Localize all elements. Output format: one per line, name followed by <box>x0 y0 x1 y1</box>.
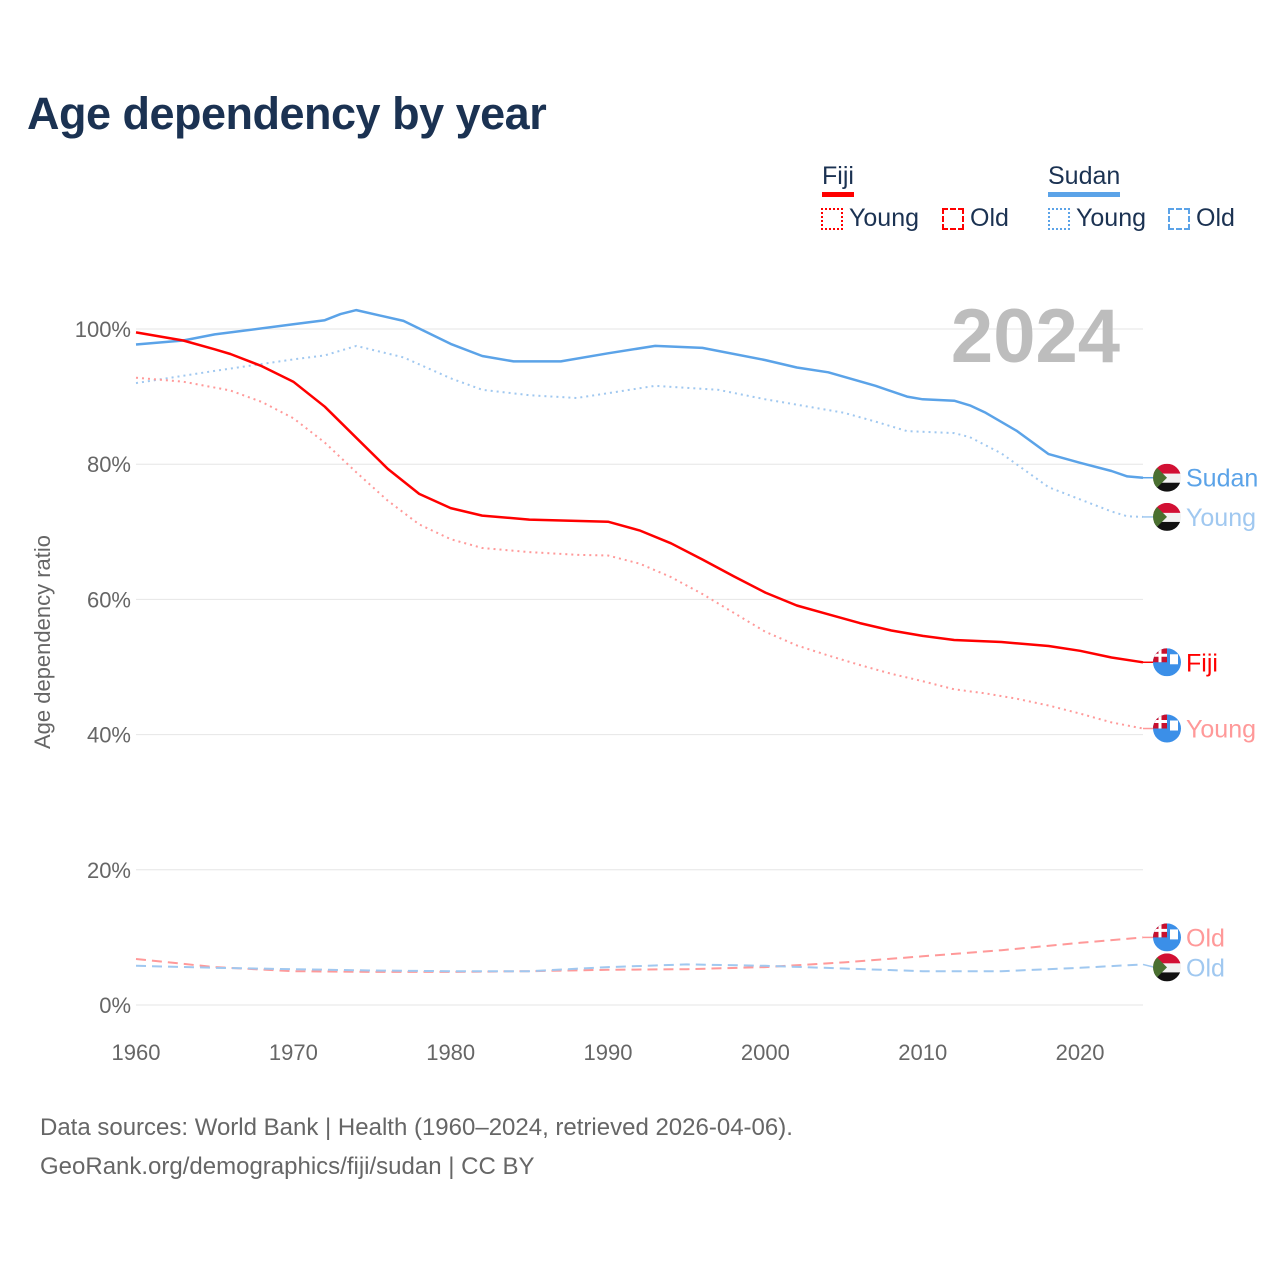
dashed-swatch-icon <box>942 207 964 230</box>
y-tick-label: 80% <box>87 452 131 477</box>
flag-stripe <box>1153 482 1181 492</box>
y-axis-label: Age dependency ratio <box>30 535 55 749</box>
legend-label: Young <box>849 204 919 232</box>
footer: Data sources: World Bank | Health (1960–… <box>40 1108 793 1186</box>
union-cross <box>1153 648 1167 663</box>
fiji-flag-icon <box>1153 714 1181 743</box>
dashed-swatch-icon <box>1168 207 1190 230</box>
legend-fiji-old[interactable]: Old <box>942 204 1009 233</box>
flag-body <box>1153 714 1181 743</box>
flag-stripe <box>1153 512 1181 522</box>
flag-triangle <box>1153 463 1167 492</box>
series-line-fiji-young <box>135 376 1144 730</box>
flag-stripe <box>1153 473 1181 483</box>
end-label: Old <box>1186 924 1225 952</box>
flag-stripe <box>1153 972 1181 982</box>
end-label: Old <box>1186 954 1225 982</box>
flag-stripe <box>1153 953 1181 964</box>
dotted-swatch-icon <box>1048 207 1070 230</box>
y-tick-label: 40% <box>87 723 131 748</box>
flag-stripe <box>1153 502 1181 513</box>
year-label: 2024 <box>951 294 1120 379</box>
legend-label: Young <box>1076 204 1146 232</box>
x-tick-label: 1960 <box>112 1040 161 1065</box>
sudan-flag-icon <box>1153 953 1181 982</box>
legend-fiji-label: Fiji <box>822 162 854 190</box>
flag-shield <box>1170 654 1178 665</box>
union-cross <box>1153 714 1167 729</box>
legend-sudan-label: Sudan <box>1048 162 1121 190</box>
x-tick-label: 1990 <box>584 1040 633 1065</box>
flag-shield <box>1170 929 1178 940</box>
x-tick-label: 2020 <box>1056 1040 1105 1065</box>
x-tick-label: 1970 <box>269 1040 318 1065</box>
end-label: Young <box>1186 716 1256 744</box>
dotted-swatch-icon <box>821 207 843 230</box>
flag-body <box>1153 502 1181 531</box>
sudan-flag-icon <box>1153 502 1181 531</box>
flag-triangle <box>1153 502 1167 531</box>
y-tick-label: 100% <box>75 317 131 342</box>
legend-sudan-young[interactable]: Young <box>1048 204 1146 233</box>
y-tick-label: 0% <box>99 993 131 1018</box>
attribution-link[interactable]: GeoRank.org/demographics/fiji/sudan | CC… <box>40 1153 535 1180</box>
fiji-flag-icon <box>1153 648 1181 677</box>
x-tick-label: 2010 <box>898 1040 947 1065</box>
legend-label: Old <box>970 204 1009 232</box>
legend-sudan-swatch <box>1048 192 1121 197</box>
label-connector <box>1142 963 1156 969</box>
y-tick-label: 60% <box>87 587 131 612</box>
x-tick-label: 1980 <box>426 1040 475 1065</box>
end-label: Young <box>1186 504 1256 532</box>
legend-sudan[interactable]: Sudan <box>1048 162 1121 197</box>
flag-body <box>1153 953 1181 982</box>
series-line-fiji <box>135 331 1144 664</box>
flag-stripe <box>1153 521 1181 531</box>
flag-body <box>1153 923 1181 952</box>
chart-title: Age dependency by year <box>27 88 547 139</box>
end-label: Fiji <box>1186 649 1218 677</box>
legend-label: Old <box>1196 204 1235 232</box>
flag-body <box>1153 648 1181 677</box>
flag-stripe <box>1153 463 1181 474</box>
legend-fiji-young[interactable]: Young <box>821 204 919 233</box>
x-tick-label: 2000 <box>741 1040 790 1065</box>
flag-body <box>1153 463 1181 492</box>
sudan-flag-icon <box>1153 463 1181 492</box>
y-tick-label: 20% <box>87 858 131 883</box>
union-cross <box>1153 923 1167 938</box>
series-line-sudan <box>135 308 1144 479</box>
series-line-fiji-old <box>135 936 1144 973</box>
data-source: Data sources: World Bank | Health (1960–… <box>40 1114 793 1141</box>
fiji-flag-icon <box>1153 923 1181 952</box>
series-line-sudan-young <box>135 344 1144 518</box>
legend-sudan-old[interactable]: Old <box>1168 204 1235 233</box>
flag-triangle <box>1153 953 1167 982</box>
end-label: Sudan <box>1186 465 1258 493</box>
legend-fiji[interactable]: Fiji <box>822 162 854 197</box>
legend-fiji-swatch <box>822 192 854 197</box>
flag-stripe <box>1153 963 1181 973</box>
flag-shield <box>1170 720 1178 731</box>
series-line-sudan-old <box>135 963 1144 973</box>
